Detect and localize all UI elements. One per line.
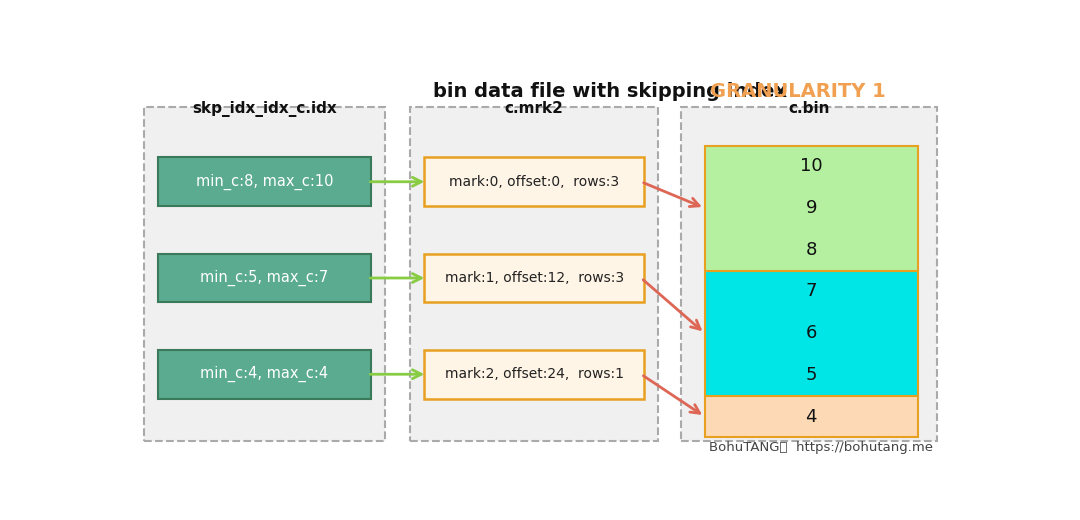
Text: mark:0, offset:0,  rows:3: mark:0, offset:0, rows:3 <box>449 175 619 189</box>
Text: BohuTANG作  https://bohutang.me: BohuTANG作 https://bohutang.me <box>710 440 933 453</box>
Text: 7: 7 <box>806 282 816 301</box>
FancyBboxPatch shape <box>159 350 370 398</box>
Text: 4: 4 <box>806 408 816 425</box>
Text: c.mrk2: c.mrk2 <box>504 101 564 116</box>
Text: 6: 6 <box>806 324 816 342</box>
Text: min_c:5, max_c:7: min_c:5, max_c:7 <box>200 270 328 286</box>
Text: 9: 9 <box>806 199 816 217</box>
Text: mark:2, offset:24,  rows:1: mark:2, offset:24, rows:1 <box>445 367 623 381</box>
Text: 5: 5 <box>806 366 816 384</box>
Text: GRANULARITY 1: GRANULARITY 1 <box>710 82 886 101</box>
FancyBboxPatch shape <box>159 254 370 302</box>
FancyBboxPatch shape <box>704 270 918 396</box>
Text: mark:1, offset:12,  rows:3: mark:1, offset:12, rows:3 <box>445 271 623 285</box>
FancyBboxPatch shape <box>704 396 918 437</box>
Text: min_c:8, max_c:10: min_c:8, max_c:10 <box>195 174 333 190</box>
Text: bin data file with skipping index: bin data file with skipping index <box>433 82 794 101</box>
Text: 8: 8 <box>806 241 816 259</box>
Text: skp_idx_idx_c.idx: skp_idx_idx_c.idx <box>192 101 337 117</box>
FancyBboxPatch shape <box>704 146 918 270</box>
FancyBboxPatch shape <box>410 107 658 441</box>
FancyBboxPatch shape <box>424 158 644 206</box>
Text: 10: 10 <box>800 158 823 175</box>
FancyBboxPatch shape <box>681 107 937 441</box>
Text: c.bin: c.bin <box>788 101 831 116</box>
FancyBboxPatch shape <box>145 107 384 441</box>
FancyBboxPatch shape <box>159 158 370 206</box>
Text: min_c:4, max_c:4: min_c:4, max_c:4 <box>201 366 328 382</box>
FancyBboxPatch shape <box>424 350 644 398</box>
FancyBboxPatch shape <box>424 254 644 302</box>
